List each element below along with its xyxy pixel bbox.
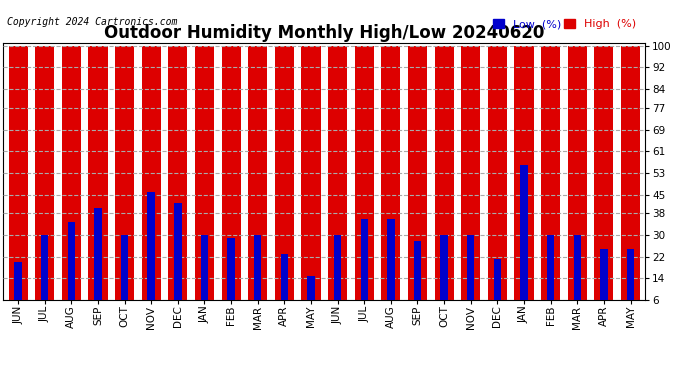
Legend: Low  (%), High  (%): Low (%), High (%): [493, 19, 636, 29]
Bar: [35, 46, 55, 316]
Bar: [281, 254, 288, 316]
Bar: [62, 46, 81, 316]
Bar: [461, 46, 480, 316]
Bar: [541, 46, 560, 316]
Bar: [41, 235, 48, 316]
Bar: [307, 276, 315, 316]
Bar: [168, 46, 188, 316]
Text: Copyright 2024 Cartronics.com: Copyright 2024 Cartronics.com: [7, 17, 177, 27]
Bar: [355, 46, 374, 316]
Title: Outdoor Humidity Monthly High/Low 20240620: Outdoor Humidity Monthly High/Low 202406…: [104, 24, 544, 42]
Bar: [201, 235, 208, 316]
Bar: [248, 46, 267, 316]
Bar: [228, 238, 235, 316]
Bar: [148, 192, 155, 316]
Bar: [387, 219, 395, 316]
Bar: [195, 46, 214, 316]
Bar: [467, 235, 475, 316]
Bar: [141, 46, 161, 316]
Bar: [174, 202, 181, 316]
Bar: [627, 249, 634, 316]
Bar: [435, 46, 454, 316]
Bar: [414, 240, 421, 316]
Bar: [408, 46, 427, 316]
Bar: [568, 46, 586, 316]
Bar: [334, 235, 342, 316]
Bar: [121, 235, 128, 316]
Bar: [382, 46, 400, 316]
Bar: [328, 46, 347, 316]
Bar: [254, 235, 262, 316]
Bar: [302, 46, 321, 316]
Bar: [573, 235, 581, 316]
Bar: [488, 46, 507, 316]
Bar: [600, 249, 608, 316]
Bar: [493, 260, 501, 316]
Bar: [275, 46, 294, 316]
Bar: [360, 219, 368, 316]
Bar: [95, 208, 101, 316]
Bar: [68, 222, 75, 316]
Bar: [14, 262, 22, 316]
Bar: [621, 46, 640, 316]
Bar: [88, 46, 108, 316]
Bar: [547, 235, 554, 316]
Bar: [8, 46, 28, 316]
Bar: [515, 46, 533, 316]
Bar: [520, 165, 528, 316]
Bar: [115, 46, 134, 316]
Bar: [440, 235, 448, 316]
Bar: [594, 46, 613, 316]
Bar: [221, 46, 241, 316]
